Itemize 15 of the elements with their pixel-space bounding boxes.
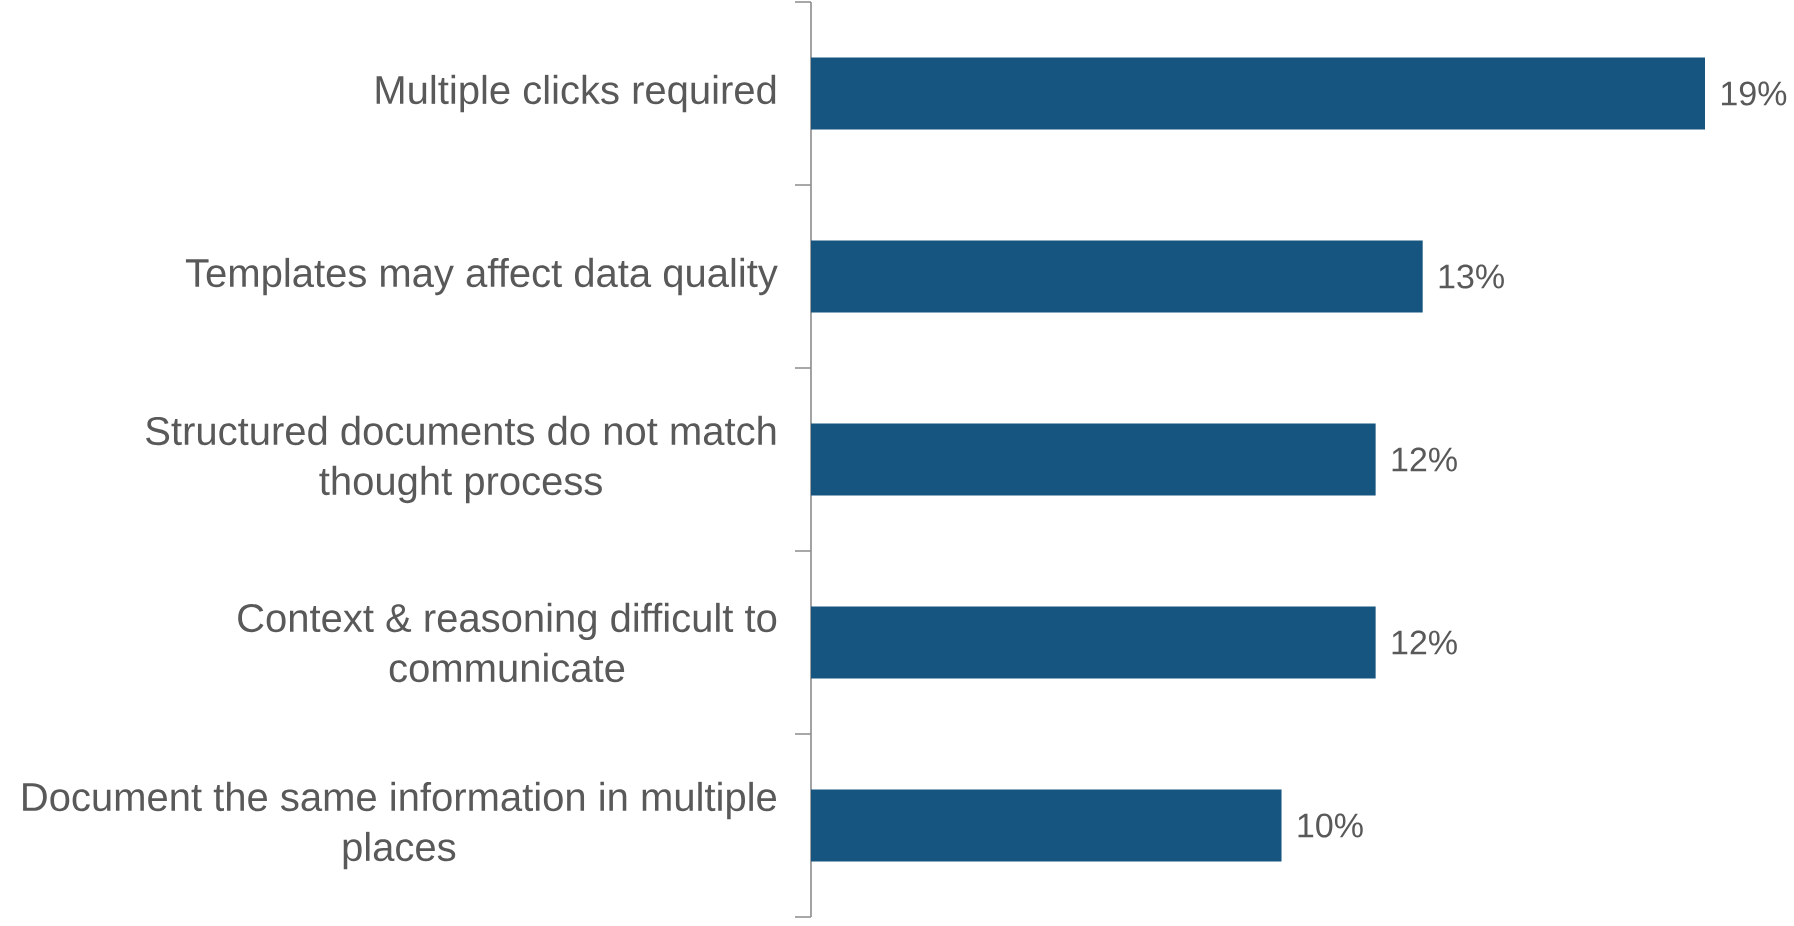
bar (811, 57, 1705, 130)
y-tick-label: Structured documents do not match thought process (146, 415, 776, 504)
bar (811, 423, 1376, 496)
bar (811, 240, 1423, 313)
bar (811, 606, 1376, 679)
y-tick-label: Multiple clicks required (376, 74, 776, 113)
data-label: 12% (1392, 630, 1457, 655)
data-label: 12% (1392, 447, 1457, 472)
y-tick-label: Templates may affect data quality (185, 257, 778, 296)
y-tick-label: Document the same information in multiple places (23, 781, 777, 870)
data-label: 13% (1439, 264, 1504, 289)
data-label: 10% (1298, 813, 1363, 838)
y-tick-label: Context & reasoning difficult to communicate (238, 602, 777, 683)
bar (811, 789, 1282, 862)
data-label: 19% (1722, 81, 1787, 106)
